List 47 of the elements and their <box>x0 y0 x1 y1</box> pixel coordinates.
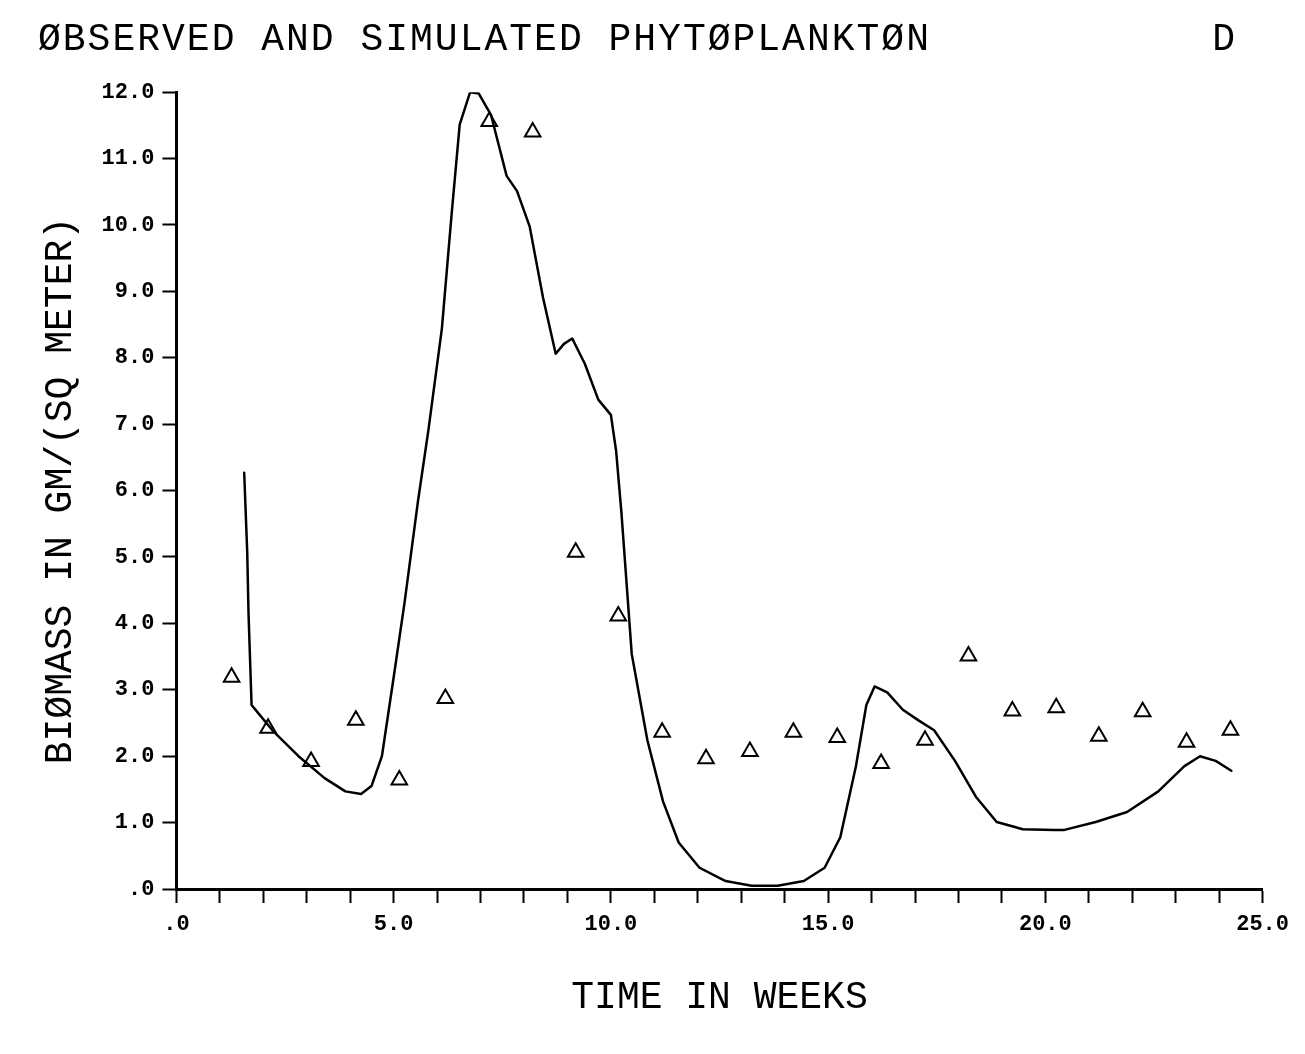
point <box>523 122 542 138</box>
x-axis-title: TIME IN WEEKS <box>571 976 868 1020</box>
chart-title: ØBSERVED AND SIMULATED PHYTØPLANKTØN <box>38 18 931 61</box>
point <box>741 741 759 758</box>
y-tick-label: 2.0 <box>114 743 155 769</box>
point <box>872 753 890 769</box>
point <box>609 606 628 622</box>
point <box>347 710 365 726</box>
point <box>436 688 455 704</box>
point <box>1177 732 1196 748</box>
text: D <box>1212 18 1237 61</box>
x-tick-label: .0 <box>163 911 190 937</box>
y-tick-label: 11.0 <box>101 146 155 172</box>
x-tick-label: 25.0 <box>1236 911 1289 937</box>
y-tick-label: 5.0 <box>114 544 155 570</box>
point <box>784 722 803 738</box>
y-tick-label: 4.0 <box>114 610 155 636</box>
point <box>959 645 978 662</box>
point <box>697 748 715 765</box>
y-tick-label: .0 <box>128 876 155 902</box>
x-tick-label: 5.0 <box>373 911 414 937</box>
point <box>1003 701 1022 717</box>
x-tick-label: 20.0 <box>1018 911 1072 937</box>
point <box>1047 697 1066 714</box>
y-tick-label: 12.0 <box>101 79 155 105</box>
point <box>259 718 277 734</box>
point <box>566 542 585 558</box>
point <box>916 730 934 746</box>
point <box>390 770 409 786</box>
y-axis-title: BIØMASS IN GM/(SQ METER) <box>38 216 82 765</box>
point <box>828 727 847 744</box>
x-tick-label: 15.0 <box>801 911 855 937</box>
y-tick-label: 1.0 <box>114 810 155 836</box>
point <box>1133 701 1152 718</box>
point <box>1090 726 1108 742</box>
y-tick-label: 3.0 <box>114 677 155 703</box>
x-tick-label: 10.0 <box>584 911 638 937</box>
y-tick-label: 7.0 <box>114 411 155 437</box>
y-tick-label: 9.0 <box>114 278 155 304</box>
y-tick-label: 10.0 <box>101 212 155 238</box>
point <box>1221 720 1240 736</box>
y-tick-label: 6.0 <box>114 478 155 504</box>
y-tick-label: 8.0 <box>114 345 155 371</box>
point <box>302 751 320 768</box>
point <box>653 722 671 738</box>
point <box>480 111 499 127</box>
point <box>222 667 241 683</box>
